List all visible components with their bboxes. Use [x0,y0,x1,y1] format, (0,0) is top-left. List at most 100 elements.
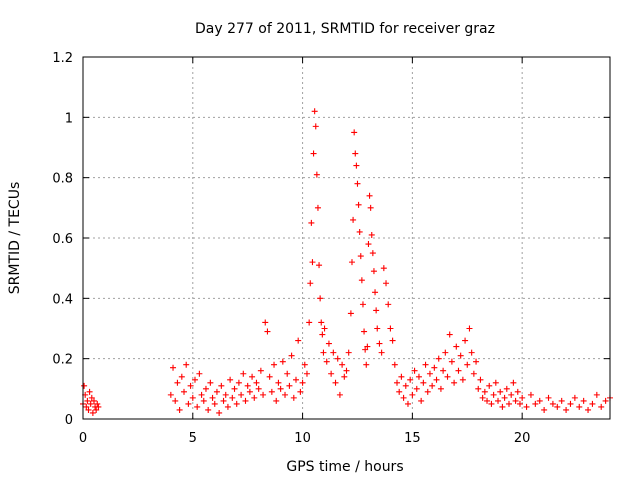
data-point [418,397,425,404]
data-point [387,325,394,332]
data-point [455,367,462,374]
data-point [242,397,249,404]
data-point [260,391,267,398]
data-point [277,385,284,392]
y-tick-label: 0.6 [52,232,73,247]
y-axis-label: SRMTID / TECUs [7,182,23,295]
data-point [369,250,376,257]
y-tick-label: 1 [65,111,73,126]
data-point [220,397,227,404]
data-point [167,391,174,398]
data-point [251,394,258,401]
y-tick-label: 1.2 [52,51,73,66]
data-point [264,328,271,335]
y-tick-label: 0.4 [52,292,73,307]
data-point [222,391,229,398]
data-point [202,385,209,392]
data-point [216,409,223,416]
data-point [347,310,354,317]
y-tick-label: 0.2 [52,353,73,368]
x-tick-label: 15 [404,431,421,446]
data-point [319,331,326,338]
data-point [187,382,194,389]
data-point [306,319,313,326]
data-point [361,328,368,335]
data-point [355,201,362,208]
data-point [89,409,96,416]
data-point [398,373,405,380]
data-point [457,352,464,359]
data-point [426,370,433,377]
data-point [391,361,398,368]
data-point [257,367,264,374]
data-point [357,253,364,260]
data-point [383,280,390,287]
data-point [400,394,407,401]
data-point [231,385,238,392]
data-point [87,400,94,407]
data-point [174,379,181,386]
data-point [268,388,275,395]
data-point [536,397,543,404]
data-point [255,385,262,392]
data-point [501,394,508,401]
data-point [362,346,369,353]
data-point [444,373,451,380]
data-point [370,268,377,275]
data-point [207,379,214,386]
data-point [83,403,90,410]
data-point [366,192,373,199]
data-point [94,400,101,407]
data-point [198,391,205,398]
data-point [325,340,332,347]
data-point [227,376,234,383]
data-point [481,388,488,395]
x-tick-label: 20 [514,431,531,446]
data-point [350,216,357,223]
data-point [431,364,438,371]
data-point [358,277,365,284]
data-point [477,376,484,383]
data-point [585,406,592,413]
data-point [402,382,409,389]
data-point [318,319,325,326]
data-point [576,403,583,410]
data-points [80,108,613,416]
data-point [235,379,242,386]
data-point [468,349,475,356]
data-point [246,388,253,395]
data-point [224,403,231,410]
data-point [172,397,179,404]
data-point [462,337,469,344]
data-point [373,307,380,314]
data-point [213,388,220,395]
data-point [451,379,458,386]
y-tick-label: 0 [65,413,73,428]
data-point [183,361,190,368]
data-point [170,364,177,371]
data-point [598,403,605,410]
data-point [271,361,278,368]
data-point [240,370,247,377]
data-point [389,337,396,344]
data-point [374,325,381,332]
data-point [189,394,196,401]
data-point [209,394,216,401]
data-point [484,397,491,404]
data-point [288,352,295,359]
plot-frame [82,56,611,420]
data-point [437,385,444,392]
data-point [290,394,297,401]
data-point [229,394,236,401]
data-point [282,391,289,398]
data-point [459,376,466,383]
data-point [385,301,392,308]
data-point [479,394,486,401]
data-point [527,391,534,398]
data-point [345,349,352,356]
data-point [191,376,198,383]
data-point [378,349,385,356]
data-point [541,406,548,413]
data-point [328,370,335,377]
